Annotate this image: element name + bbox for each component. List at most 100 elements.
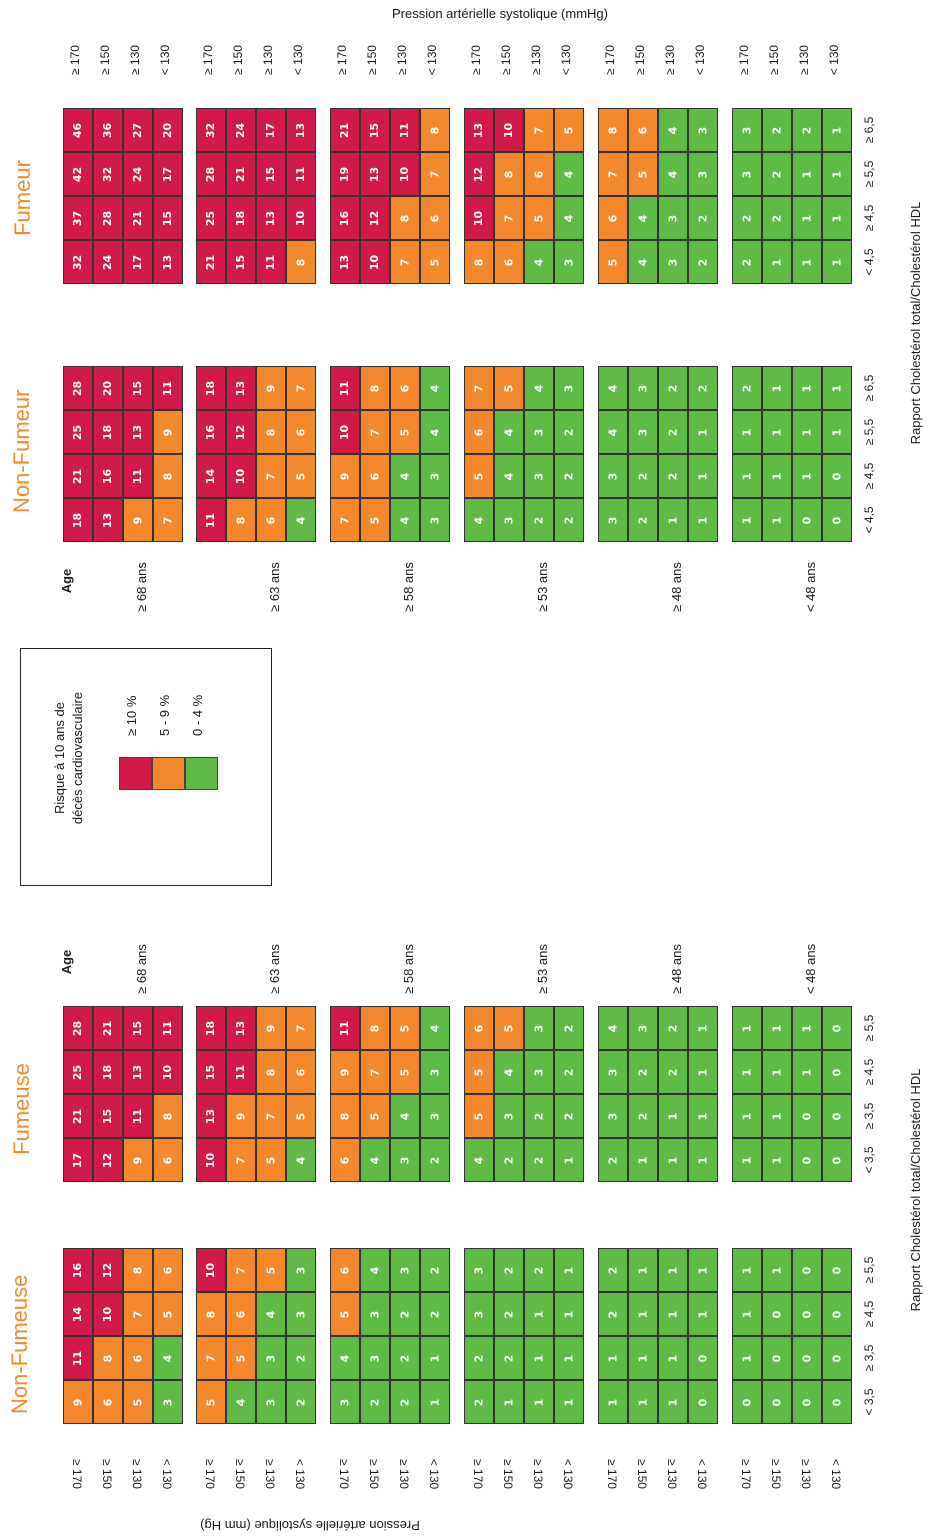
men-smoker-cell: 6 [524,152,554,196]
men-smoker-cell: 11 [286,152,316,196]
men-smoker-cell: 2 [732,240,762,284]
men-smoker-cell: 1 [792,152,822,196]
women-smoker-title: Fumeuse [9,1063,34,1155]
men-non-smoker-cell: 10 [226,454,256,498]
men-non-smoker-cell: 8 [226,498,256,542]
men-smoker-cell: 13 [330,240,360,284]
men-non-smoker-cell: 5 [390,410,420,454]
men-non-smoker-cell: 5 [464,454,494,498]
men-non-smoker-cell: 6 [390,366,420,410]
women-smoker-cell: 3 [524,1050,554,1094]
men-non-smoker-cell: 4 [524,366,554,410]
women-smoker-cell: 11 [153,1006,183,1050]
women-non-smoker-cell: 3 [256,1380,286,1424]
women-smoker-cell: 2 [554,1050,584,1094]
women-smoker-cell: 8 [256,1050,286,1094]
chol-tick: ≥ 5,5 [862,418,876,446]
women-smoker-cell: 5 [256,1138,286,1182]
women-non-smoker-cell: 1 [732,1292,762,1336]
women-smoker-cell: 1 [688,1050,718,1094]
men-non-smoker-cell: 13 [93,498,123,542]
chol-tick: ≥ 4,5 [862,1300,876,1328]
women-non-smoker-cell: 0 [792,1292,822,1336]
women-non-smoker-cell: 0 [762,1336,792,1380]
top-bp-tick: ≥ 170 [335,45,349,75]
women-smoker-cell: 4 [286,1138,316,1182]
men-smoker-cell: 2 [732,196,762,240]
women-age-header: Age [59,949,74,975]
men-non-smoker-cell: 2 [628,454,658,498]
women-non-smoker-cell: 0 [822,1248,852,1292]
women-smoker-cell: 9 [226,1094,256,1138]
women-smoker-cell: 3 [598,1050,628,1094]
top-bp-tick: ≥ 130 [797,45,811,75]
women-age-group-label: ≥ 58 ans [401,944,416,994]
women-non-smoker-cell: 2 [360,1380,390,1424]
women-non-smoker-cell: 2 [390,1336,420,1380]
women-non-smoker-cell: 0 [822,1336,852,1380]
women-smoker-cell: 28 [63,1006,93,1050]
men-non-smoker-cell: 13 [226,366,256,410]
women-non-smoker-cell: 0 [762,1380,792,1424]
men-age-header: Age [59,568,74,594]
women-non-smoker-cell: 2 [390,1292,420,1336]
women-smoker-cell: 1 [688,1006,718,1050]
bottom-bp-tick: ≥ 170 [739,1459,753,1489]
men-smoker-cell: 2 [762,152,792,196]
women-non-smoker-cell: 4 [360,1248,390,1292]
men-non-smoker-cell: 4 [390,454,420,498]
women-smoker-cell: 9 [123,1138,153,1182]
men-smoker-cell: 37 [63,196,93,240]
women-smoker-cell: 1 [658,1094,688,1138]
bottom-bp-tick: ≥ 130 [531,1459,545,1489]
men-non-smoker-cell: 3 [420,454,450,498]
men-non-smoker-cell: 1 [762,410,792,454]
women-non-smoker-cell: 6 [330,1248,360,1292]
men-non-smoker-cell: 4 [598,366,628,410]
men-non-smoker-cell: 4 [286,498,316,542]
chol-tick: < 4,5 [862,248,876,276]
chol-tick: < 4,5 [862,506,876,534]
bottom-bp-tick: ≥ 150 [501,1459,515,1489]
men-smoker-cell: 10 [390,152,420,196]
women-smoker-cell: 2 [420,1138,450,1182]
men-smoker-cell: 4 [658,108,688,152]
women-smoker-cell: 4 [420,1006,450,1050]
women-smoker-cell: 4 [390,1094,420,1138]
women-smoker-cell: 2 [628,1050,658,1094]
men-smoker-cell: 10 [464,196,494,240]
women-non-smoker-cell: 3 [360,1336,390,1380]
women-non-smoker-title: Non-Fumeuse [7,1274,32,1414]
women-non-smoker-cell: 0 [792,1336,822,1380]
women-smoker-cell: 6 [153,1138,183,1182]
men-non-smoker-cell: 3 [494,498,524,542]
bottom-bp-tick: ≥ 130 [397,1459,411,1489]
women-non-smoker-cell: 6 [153,1248,183,1292]
women-non-smoker-cell: 0 [822,1380,852,1424]
women-non-smoker-cell: 1 [628,1336,658,1380]
men-non-smoker-cell: 6 [286,410,316,454]
bottom-bp-tick: ≥ 170 [471,1459,485,1489]
men-smoker-cell: 7 [524,108,554,152]
women-non-smoker-cell: 5 [123,1380,153,1424]
bottom-bp-tick: ≥ 170 [605,1459,619,1489]
men-non-smoker-title: Non-Fumeur [9,389,34,513]
men-non-smoker-cell: 2 [732,366,762,410]
bottom-bp-tick: ≥ 170 [70,1459,84,1489]
men-non-smoker-cell: 1 [688,498,718,542]
men-smoker-cell: 3 [732,108,762,152]
women-smoker-cell: 7 [256,1094,286,1138]
men-non-smoker-cell: 20 [93,366,123,410]
chol-tick: ≥ 5,5 [862,160,876,188]
men-non-smoker-cell: 18 [196,366,226,410]
men-smoker-cell: 15 [153,196,183,240]
men-non-smoker-cell: 7 [360,410,390,454]
women-smoker-cell: 11 [330,1006,360,1050]
women-smoker-cell: 5 [464,1050,494,1094]
women-smoker-cell: 10 [153,1050,183,1094]
women-smoker-cell: 7 [360,1050,390,1094]
women-age-group-label: ≥ 48 ans [669,944,684,994]
men-smoker-cell: 42 [63,152,93,196]
top-bp-tick: ≥ 150 [98,45,112,75]
